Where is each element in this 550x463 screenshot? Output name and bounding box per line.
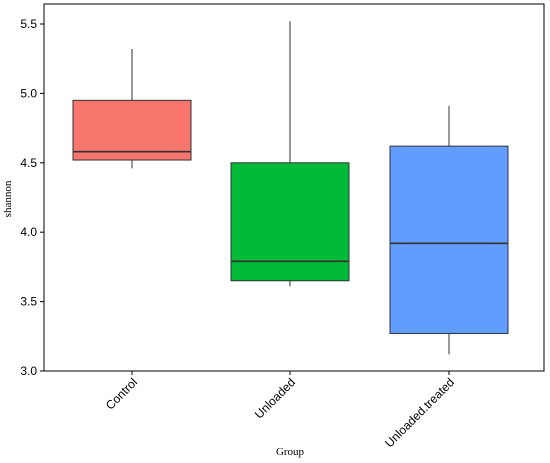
box [72,99,192,161]
y-tick-label: 4.0 [20,225,37,239]
box [230,162,350,282]
y-tick-label: 4.5 [20,156,37,170]
x-axis: Control Unloaded Unloaded.treated [103,371,457,450]
y-tick-label: 5.5 [20,17,37,31]
box-group [72,48,192,169]
box [389,145,509,335]
x-axis-title: Group [276,446,305,458]
boxes [72,21,509,355]
y-tick-label: 3.0 [20,364,37,378]
box-group [389,105,509,355]
x-tick-label: Unloaded.treated [382,375,457,450]
box-group [230,21,350,287]
y-tick-label: 3.5 [20,295,37,309]
y-axis: 3.0 3.5 4.0 4.5 5.0 5.5 [20,17,44,378]
x-tick-label: Unloaded [252,375,298,421]
y-axis-title: shannon [2,180,14,217]
x-tick-label: Control [103,375,140,412]
y-tick-label: 5.0 [20,86,37,100]
